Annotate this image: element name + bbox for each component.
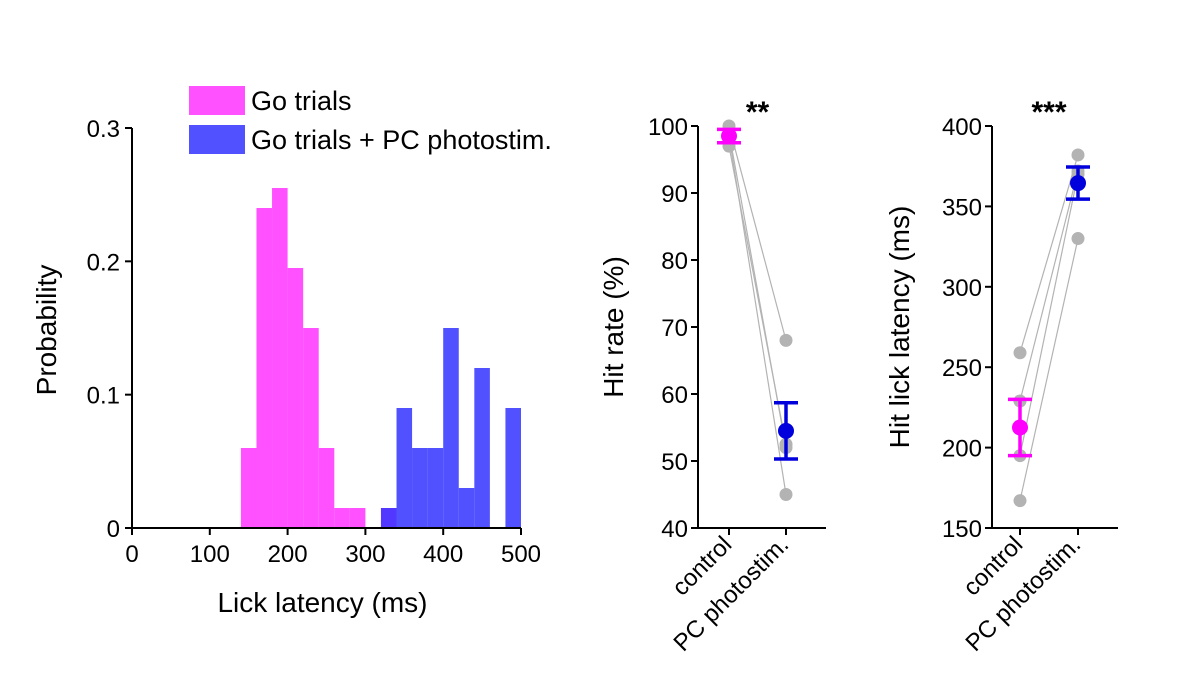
x-tick-label: 0 bbox=[125, 541, 138, 568]
y-tick-label: 60 bbox=[661, 382, 688, 409]
histogram-bar bbox=[349, 508, 366, 528]
y-tick-label: 250 bbox=[942, 355, 982, 382]
histogram-series-0 bbox=[240, 188, 397, 528]
y-tick-label: 40 bbox=[661, 516, 688, 543]
y-tick-label: 100 bbox=[648, 114, 688, 141]
significance-stars: ** bbox=[746, 96, 770, 129]
y-tick-label: 400 bbox=[942, 114, 982, 141]
histogram-bar bbox=[256, 208, 273, 528]
histogram-bar bbox=[287, 268, 304, 528]
subject-point bbox=[1071, 148, 1085, 162]
histogram-bar bbox=[318, 448, 335, 528]
x-axis-label: Lick latency (ms) bbox=[217, 587, 427, 618]
histogram-bar bbox=[396, 408, 413, 528]
subject-line bbox=[1019, 154, 1079, 353]
mean-marker-1 bbox=[774, 400, 798, 461]
subject-point bbox=[779, 488, 793, 501]
x-tick-label: 500 bbox=[501, 541, 541, 568]
mean-point bbox=[1070, 175, 1086, 192]
y-tick-label: 350 bbox=[942, 194, 982, 221]
legend-label: Go trials + PC photostim. bbox=[251, 125, 552, 155]
x-tick-label: 300 bbox=[345, 541, 385, 568]
subject-line bbox=[1019, 238, 1079, 501]
y-tick-label: 0.1 bbox=[87, 383, 120, 410]
subject-line bbox=[728, 132, 787, 448]
subject-line bbox=[1019, 174, 1079, 456]
y-tick-label: 0.2 bbox=[87, 249, 120, 276]
legend-label: Go trials bbox=[251, 86, 352, 116]
y-tick-label: 0.3 bbox=[87, 116, 120, 143]
mean-point bbox=[1012, 419, 1028, 436]
paired-axes bbox=[991, 126, 1118, 529]
paired-axes bbox=[697, 126, 826, 529]
histogram-bar bbox=[303, 328, 319, 528]
x-tick-label: 200 bbox=[268, 541, 308, 568]
y-tick-label: 80 bbox=[661, 248, 688, 275]
subject-line bbox=[1019, 170, 1079, 402]
legend-swatch bbox=[189, 86, 245, 115]
y-tick-label: 70 bbox=[661, 315, 688, 342]
histogram-bar bbox=[474, 368, 490, 528]
mean-point bbox=[721, 128, 737, 145]
subject-line bbox=[728, 135, 787, 495]
mean-point bbox=[778, 422, 794, 439]
subject-line bbox=[728, 125, 787, 341]
mean-marker-0 bbox=[717, 127, 741, 145]
subject-point bbox=[1071, 232, 1085, 246]
histogram-bar bbox=[427, 448, 444, 528]
histogram-bar bbox=[458, 488, 475, 528]
y-tick-label: 150 bbox=[942, 516, 982, 543]
subject-point bbox=[1013, 494, 1027, 508]
x-tick-label: 100 bbox=[190, 541, 230, 568]
y-axis-label: Probability bbox=[31, 265, 62, 396]
mean-marker-0 bbox=[1008, 397, 1032, 458]
histogram-bar bbox=[443, 328, 459, 528]
histogram-bar bbox=[412, 448, 428, 528]
histogram-bar bbox=[505, 408, 521, 528]
subject-point bbox=[1013, 346, 1027, 360]
y-tick-label: 50 bbox=[661, 449, 688, 476]
subject-point bbox=[779, 333, 793, 347]
y-tick-label: 200 bbox=[942, 436, 982, 463]
x-tick-label: 400 bbox=[423, 541, 463, 568]
significance-stars: *** bbox=[1031, 96, 1066, 129]
histogram-series-1 bbox=[380, 328, 521, 528]
mean-marker-1 bbox=[1066, 165, 1090, 201]
y-tick-label: 90 bbox=[661, 181, 688, 208]
y-axis-label: Hit lick latency (ms) bbox=[884, 206, 915, 449]
histogram-bar bbox=[272, 188, 288, 528]
y-axis-label: Hit rate (%) bbox=[598, 256, 629, 398]
histogram-bar bbox=[380, 508, 397, 528]
y-tick-label: 0 bbox=[107, 516, 120, 543]
y-tick-label: 300 bbox=[942, 275, 982, 302]
legend-swatch bbox=[189, 125, 245, 154]
histogram-bar bbox=[334, 508, 350, 528]
histogram-bar bbox=[240, 448, 257, 528]
